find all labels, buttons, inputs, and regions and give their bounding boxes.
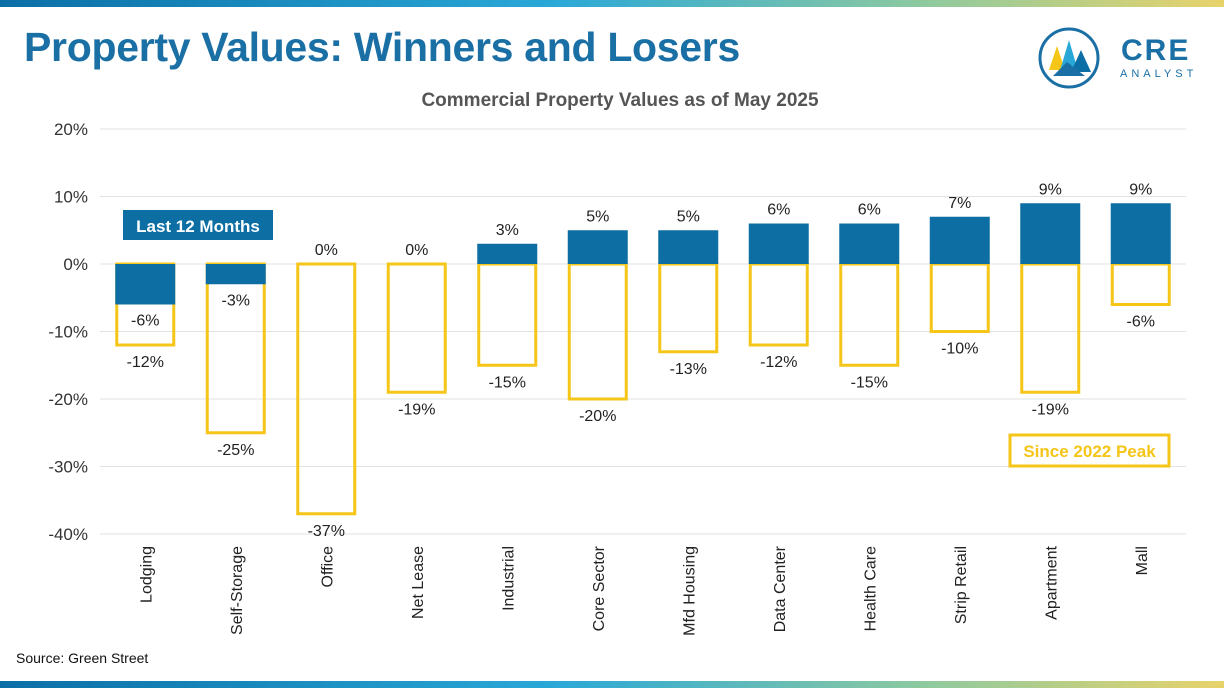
data-label-since-peak: -12%: [127, 354, 164, 371]
bar-since-peak: [477, 262, 538, 367]
bar-last-12-months: [567, 230, 628, 264]
bar-last-12-months: [1110, 203, 1171, 264]
bar-since-peak: [748, 262, 809, 347]
data-label-last-12: 5%: [677, 208, 700, 225]
data-label-last-12: 9%: [1129, 181, 1152, 198]
chart-title: Commercial Property Values as of May 202…: [421, 90, 819, 111]
bar-last-12-months: [929, 216, 990, 264]
x-category-label: Apartment: [1043, 545, 1060, 619]
legend-last-12-box: [123, 210, 273, 240]
data-label-bg: [215, 290, 256, 311]
bar-since-peak: [1110, 262, 1171, 306]
x-category-label: Health Care: [862, 546, 879, 631]
data-label-since-peak: -37%: [308, 523, 345, 540]
y-tick-label: -20%: [48, 390, 88, 409]
data-label-since-peak: -10%: [941, 341, 978, 358]
x-category-label: Data Center: [772, 545, 789, 632]
data-label-last-12: 5%: [586, 208, 609, 225]
x-category-label: Strip Retail: [953, 546, 970, 624]
bar-since-peak: [296, 262, 357, 516]
data-label-bg: [125, 310, 166, 331]
bar-last-12-months: [658, 230, 719, 264]
bar-since-peak: [1020, 262, 1081, 394]
bar-last-12-months: [839, 223, 900, 264]
data-label-last-12: 0%: [405, 242, 428, 259]
page-title: Property Values: Winners and Losers: [24, 24, 740, 70]
x-category-label: Core Sector: [591, 545, 608, 631]
x-category-label: Office: [319, 546, 336, 588]
data-label-last-12: 6%: [858, 202, 881, 219]
data-label-since-peak: -20%: [579, 408, 616, 425]
y-tick-label: -30%: [48, 458, 88, 477]
y-tick-label: 20%: [54, 120, 88, 139]
bar-last-12-months: [115, 264, 176, 305]
data-label-since-peak: -15%: [489, 374, 526, 391]
data-label-last-12: 6%: [767, 202, 790, 219]
data-label-last-12: -3%: [222, 292, 250, 309]
data-label-since-peak: -12%: [760, 354, 797, 371]
data-label-since-peak: -19%: [398, 401, 435, 418]
data-label-last-12: 3%: [496, 222, 519, 239]
bottom-gradient-bar: [0, 681, 1224, 688]
data-label-since-peak: -15%: [851, 374, 888, 391]
data-label-last-12: 9%: [1039, 181, 1062, 198]
data-label-since-peak: -6%: [1127, 314, 1155, 331]
legend-last-12-label: Last 12 Months: [136, 217, 260, 236]
legend-since-peak-label: Since 2022 Peak: [1023, 442, 1156, 461]
bar-since-peak: [929, 262, 990, 333]
bar-since-peak: [386, 262, 447, 394]
legend-since-peak-box: [1008, 433, 1171, 468]
data-label-last-12: -6%: [131, 313, 159, 330]
logo-subtext: ANALYST: [1120, 68, 1198, 80]
bar-since-peak: [205, 262, 266, 435]
bar-since-peak: [658, 262, 719, 354]
bar-last-12-months: [205, 264, 266, 285]
data-label-since-peak: -25%: [217, 442, 254, 459]
cre-analyst-logo: CRE ANALYST: [1037, 26, 1207, 92]
x-category-label: Mall: [1134, 546, 1151, 575]
x-category-label: Self-Storage: [229, 546, 246, 635]
bar-since-peak: [839, 262, 900, 367]
data-label-since-peak: -13%: [670, 361, 707, 378]
y-tick-label: -40%: [48, 525, 88, 544]
bar-last-12-months: [748, 223, 809, 264]
top-gradient-bar: [0, 0, 1224, 7]
data-label-last-12: 0%: [315, 242, 338, 259]
x-category-label: Lodging: [138, 546, 155, 603]
y-tick-label: -10%: [48, 323, 88, 342]
bar-last-12-months: [477, 243, 538, 264]
x-category-label: Net Lease: [410, 546, 427, 619]
data-label-since-peak: -19%: [1032, 401, 1069, 418]
source-note: Source: Green Street: [16, 650, 149, 666]
logo-wordmark: CRE: [1121, 34, 1191, 67]
bar-last-12-months: [1020, 203, 1081, 264]
data-label-last-12: 7%: [948, 195, 971, 212]
y-tick-label: 0%: [63, 255, 88, 274]
x-category-label: Mfd Housing: [681, 546, 698, 636]
logo-icon: [1038, 27, 1100, 89]
x-category-label: Industrial: [500, 546, 517, 611]
y-tick-label: 10%: [54, 188, 88, 207]
